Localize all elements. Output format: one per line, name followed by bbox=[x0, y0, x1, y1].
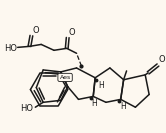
Text: HO: HO bbox=[20, 104, 33, 113]
Text: O: O bbox=[32, 26, 39, 35]
Text: H: H bbox=[98, 81, 104, 90]
Text: H: H bbox=[120, 102, 125, 111]
Text: H: H bbox=[91, 99, 97, 108]
Text: O: O bbox=[69, 28, 75, 37]
Text: Aes: Aes bbox=[59, 75, 71, 80]
Text: O: O bbox=[159, 55, 166, 64]
Text: HO: HO bbox=[4, 44, 17, 53]
